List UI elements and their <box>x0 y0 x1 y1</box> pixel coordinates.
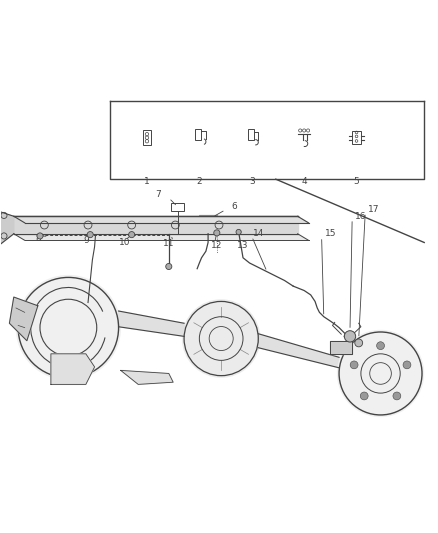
Text: 15: 15 <box>325 229 336 238</box>
Bar <box>199 215 217 224</box>
Text: 12: 12 <box>211 241 223 250</box>
Bar <box>143 131 151 145</box>
Circle shape <box>350 361 358 369</box>
Circle shape <box>16 275 121 381</box>
Circle shape <box>393 392 401 400</box>
Circle shape <box>236 229 241 235</box>
Bar <box>171 203 184 211</box>
Circle shape <box>377 342 385 350</box>
Bar <box>352 131 361 144</box>
Circle shape <box>337 330 424 417</box>
Circle shape <box>166 263 172 270</box>
Text: 6: 6 <box>231 202 237 211</box>
Text: 14: 14 <box>253 229 264 238</box>
Circle shape <box>182 299 261 378</box>
Polygon shape <box>14 234 308 240</box>
Polygon shape <box>330 341 352 354</box>
Polygon shape <box>14 216 308 223</box>
Circle shape <box>37 233 43 239</box>
Circle shape <box>129 231 135 238</box>
Circle shape <box>214 230 220 236</box>
Text: 3: 3 <box>249 177 254 186</box>
Bar <box>195 128 201 140</box>
Text: 9: 9 <box>83 236 89 245</box>
Text: 7: 7 <box>155 190 161 199</box>
Text: 16: 16 <box>355 212 367 221</box>
Text: 13: 13 <box>237 241 249 250</box>
Polygon shape <box>51 354 95 384</box>
Text: 5: 5 <box>353 177 360 186</box>
Polygon shape <box>258 334 339 368</box>
Polygon shape <box>121 370 173 384</box>
Polygon shape <box>119 311 184 336</box>
Circle shape <box>360 392 368 400</box>
Text: 11: 11 <box>163 239 174 248</box>
Polygon shape <box>0 211 14 249</box>
Text: 8: 8 <box>35 233 41 243</box>
Text: 10: 10 <box>120 238 131 247</box>
Text: 1: 1 <box>144 177 150 186</box>
Text: 4: 4 <box>301 177 307 186</box>
Polygon shape <box>10 297 38 341</box>
Circle shape <box>355 339 363 347</box>
Polygon shape <box>14 216 297 234</box>
Text: 2: 2 <box>197 177 202 186</box>
Circle shape <box>403 361 411 369</box>
Text: 17: 17 <box>368 205 380 214</box>
Bar <box>248 128 254 140</box>
Circle shape <box>344 330 356 342</box>
Circle shape <box>87 231 93 238</box>
